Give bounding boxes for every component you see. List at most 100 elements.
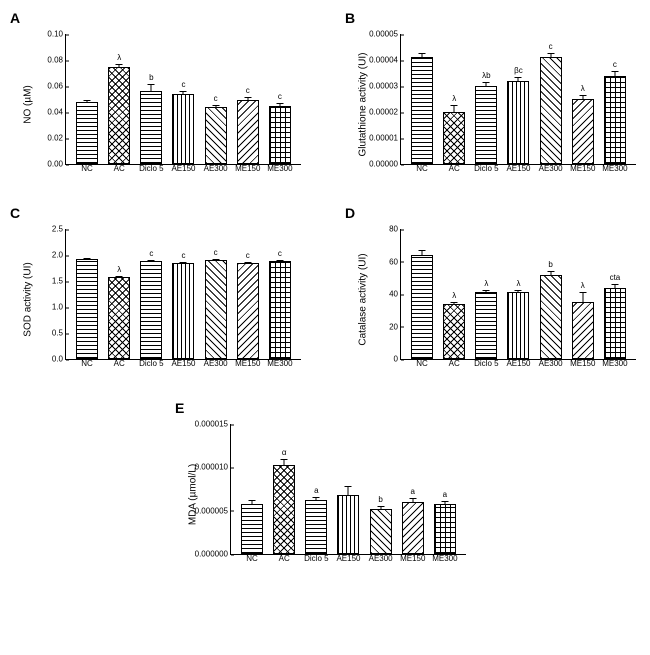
x-label: ME300 — [267, 359, 293, 368]
error-bar — [380, 506, 381, 509]
x-label: NC — [409, 359, 435, 368]
error-bar — [454, 105, 455, 113]
x-label: Diclo 5 — [138, 164, 164, 173]
bar — [76, 259, 98, 359]
error-bar — [247, 262, 248, 264]
bar: c — [140, 261, 162, 359]
significance-label: βc — [514, 66, 523, 75]
bar: b — [140, 91, 162, 164]
bar: c — [205, 260, 227, 359]
panel-label: A — [10, 10, 20, 26]
bar: α — [273, 465, 295, 554]
bars-container: λccccc — [66, 229, 301, 359]
y-tick: 2.0 — [52, 251, 66, 260]
y-tick: 80 — [389, 225, 401, 234]
significance-label: λ — [581, 84, 585, 93]
bar — [337, 495, 359, 554]
y-axis-label: Catalase activity (UI) — [358, 253, 369, 345]
error-bar — [215, 259, 216, 261]
x-label: AE300 — [538, 359, 564, 368]
y-axis-label: NO (µM) — [23, 85, 34, 124]
significance-label: a — [443, 490, 447, 499]
error-bar — [422, 250, 423, 257]
y-tick: 0.00002 — [369, 108, 401, 117]
error-bar — [252, 500, 253, 504]
significance-label: λ — [117, 53, 121, 62]
x-label: AE300 — [538, 164, 564, 173]
significance-label: λ — [484, 279, 488, 288]
bar: a — [434, 504, 456, 554]
x-label: AE150 — [170, 359, 196, 368]
chart-area: NO (µM)0.000.020.040.060.080.10λbccccNCA… — [65, 25, 325, 195]
y-axis-label: MDA (µmol/L) — [188, 464, 199, 525]
x-label: NC — [74, 359, 100, 368]
panel-label: C — [10, 205, 20, 221]
x-label: AE150 — [335, 554, 361, 563]
plot-area: SOD activity (UI)0.00.51.01.52.02.5λcccc… — [65, 229, 301, 360]
y-tick: 0.02 — [47, 134, 66, 143]
significance-label: c — [549, 42, 553, 51]
chart-area: Catalase activity (UI)020406080λλλbλctaN… — [400, 220, 650, 390]
x-labels: NCACDiclo 5AE150AE300ME150ME300 — [66, 164, 301, 173]
y-tick: 0.00004 — [369, 56, 401, 65]
y-tick: 0.00003 — [369, 82, 401, 91]
y-tick: 0.06 — [47, 82, 66, 91]
significance-label: α — [282, 448, 287, 457]
x-label: Diclo 5 — [303, 554, 329, 563]
significance-label: λ — [452, 94, 456, 103]
error-bar — [183, 91, 184, 95]
significance-label: c — [149, 249, 153, 258]
error-bar — [518, 290, 519, 293]
error-bar — [582, 95, 583, 100]
significance-label: c — [246, 86, 250, 95]
bar: c — [172, 94, 194, 164]
x-labels: NCACDiclo 5AE150AE300ME150ME300 — [66, 359, 301, 368]
error-bar — [87, 258, 88, 260]
error-bar — [247, 97, 248, 101]
bar: λ — [572, 99, 594, 164]
x-label: AC — [106, 164, 132, 173]
chart-area: MDA (µmol/L)0.0000000.0000050.0000100.00… — [230, 415, 495, 585]
error-bar — [279, 103, 280, 107]
y-tick: 60 — [389, 257, 401, 266]
significance-label: a — [314, 486, 318, 495]
x-label: AE300 — [203, 164, 229, 173]
bar — [411, 57, 433, 164]
y-tick: 1.0 — [52, 303, 66, 312]
chart-panel-A: ANO (µM)0.000.020.040.060.080.10λbccccNC… — [10, 10, 325, 195]
bar: c — [237, 263, 259, 359]
bar: βc — [507, 81, 529, 164]
plot-area: Glutathione activity (UI)0.000000.000010… — [400, 34, 636, 165]
significance-label: c — [613, 60, 617, 69]
x-label: ME150 — [570, 359, 596, 368]
y-tick: 20 — [389, 322, 401, 331]
error-bar — [183, 262, 184, 264]
x-label: AE300 — [368, 554, 394, 563]
chart-panel-E: E MDA (µmol/L)0.0000000.0000050.0000100.0… — [10, 400, 650, 585]
bar: c — [237, 100, 259, 164]
error-bar — [614, 284, 615, 289]
x-label: AC — [271, 554, 297, 563]
y-tick: 0.00 — [47, 160, 66, 169]
x-label: Diclo 5 — [473, 164, 499, 173]
x-label: AE150 — [170, 164, 196, 173]
significance-label: b — [149, 73, 153, 82]
x-label: AE300 — [203, 359, 229, 368]
x-labels: NCACDiclo 5AE150AE300ME150ME300 — [231, 554, 466, 563]
significance-label: c — [214, 94, 218, 103]
y-axis-label: SOD activity (UI) — [23, 262, 34, 336]
y-tick: 0.04 — [47, 108, 66, 117]
panel-label: E — [175, 400, 184, 416]
bars-container: αabaa — [231, 424, 466, 554]
bar: λ — [507, 292, 529, 359]
y-tick: 0.08 — [47, 56, 66, 65]
x-label: AC — [441, 164, 467, 173]
x-label: AC — [106, 359, 132, 368]
significance-label: λ — [452, 291, 456, 300]
y-tick: 0.000015 — [195, 420, 231, 429]
significance-label: λb — [482, 71, 490, 80]
y-tick: 0 — [394, 355, 401, 364]
bar: λ — [108, 277, 130, 359]
plot-area: NO (µM)0.000.020.040.060.080.10λbccccNCA… — [65, 34, 301, 165]
error-bar — [215, 105, 216, 108]
